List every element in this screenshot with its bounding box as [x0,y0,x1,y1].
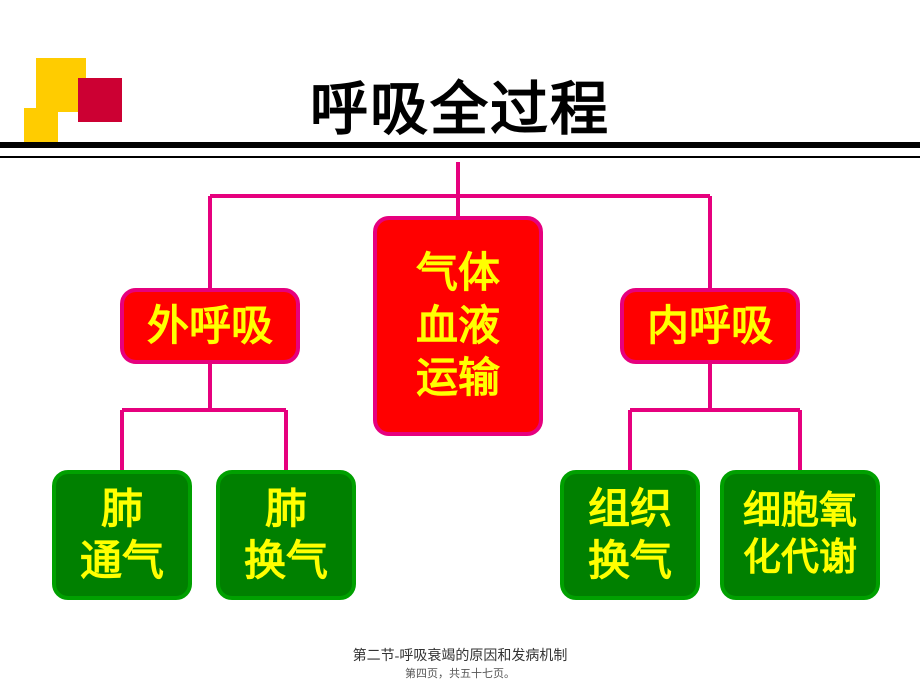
footer-sub: 第四页，共五十七页。 [0,665,920,681]
node-center: 气体 血液 运输 [373,216,543,436]
node-ll1: 肺 通气 [52,470,192,600]
footer: 第二节-呼吸衰竭的原因和发病机制 第四页，共五十七页。 [0,645,920,681]
footer-main: 第二节-呼吸衰竭的原因和发病机制 [0,645,920,665]
node-left: 外呼吸 [120,288,300,364]
node-rr2: 细胞氧 化代谢 [720,470,880,600]
node-ll2: 肺 换气 [216,470,356,600]
divider-thin [0,156,920,158]
node-rr1: 组织 换气 [560,470,700,600]
node-right: 内呼吸 [620,288,800,364]
slide-title: 呼吸全过程 [0,62,920,146]
